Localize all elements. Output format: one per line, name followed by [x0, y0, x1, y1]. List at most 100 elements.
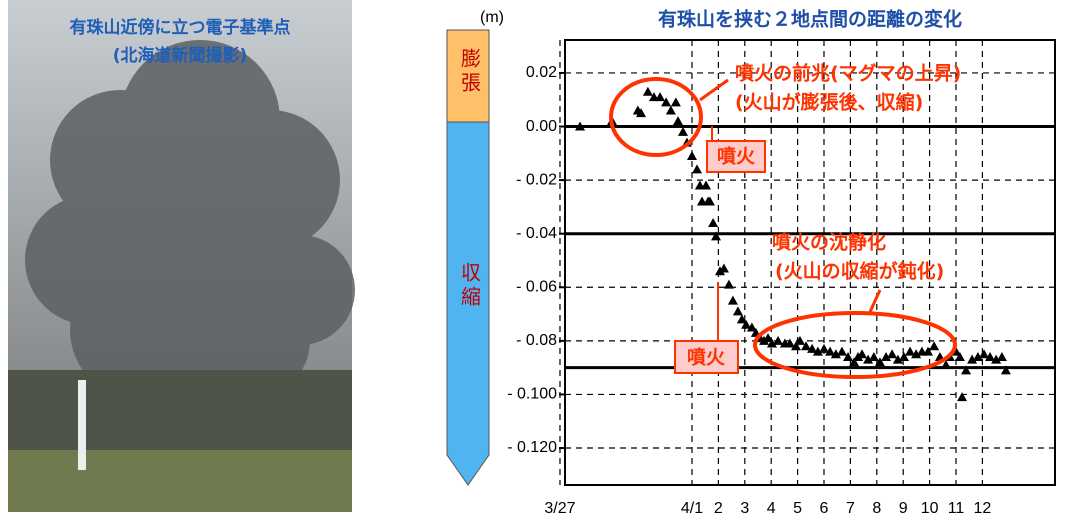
data-point [996, 351, 1007, 361]
data-point [940, 359, 951, 369]
data-point [727, 295, 738, 305]
x-tick-label: 11 [948, 500, 965, 515]
smoke [25, 40, 355, 400]
data-point [991, 354, 1002, 364]
data-point [957, 392, 968, 402]
data-point [868, 351, 879, 361]
arrow [868, 289, 882, 313]
x-tick-label: 3/27 [544, 500, 575, 515]
data-point [881, 351, 892, 361]
photo: 有珠山近傍に立つ電子基準点 (北海道新聞撮影) [8, 0, 355, 512]
annotation: 噴火 [717, 146, 756, 168]
side-bar: 膨張 収縮 [446, 29, 490, 486]
ground [8, 450, 352, 512]
data-point [892, 354, 903, 364]
data-point [849, 357, 860, 367]
expansion-bar [446, 29, 490, 123]
data-point [708, 217, 719, 227]
plot-area [564, 39, 1056, 486]
data-point [830, 349, 841, 359]
x-tick-label: 3 [740, 500, 749, 515]
x-tick-label: 5 [793, 500, 802, 515]
data-point [1000, 365, 1011, 375]
data-point [661, 97, 672, 107]
data-point [704, 196, 715, 206]
x-tick-label: 9 [899, 500, 908, 515]
data-point [794, 335, 805, 345]
y-unit: (m) [480, 9, 504, 26]
y-tick-label: 0.00 [526, 118, 557, 135]
data-point [575, 121, 586, 131]
annotation: 噴火の前兆(マグマの上昇) [735, 62, 961, 85]
data-point [812, 346, 823, 356]
houses [8, 370, 352, 450]
data-point [836, 346, 847, 356]
data-point [801, 341, 812, 351]
data-point [670, 97, 681, 107]
data-point [678, 126, 689, 136]
data-point [700, 180, 711, 190]
data-point [954, 351, 965, 361]
x-tick-label: 12 [973, 500, 991, 515]
data-point [985, 351, 996, 361]
data-point [672, 116, 683, 126]
x-tick-label: 6 [820, 500, 829, 515]
data-point [655, 92, 666, 102]
data-point [825, 346, 836, 356]
data-point [967, 354, 978, 364]
y-tick-label: 0.02 [526, 64, 557, 81]
data-point [723, 279, 734, 289]
data-point [732, 306, 743, 316]
data-point [874, 357, 885, 367]
data-point [818, 343, 829, 353]
data-point [736, 314, 747, 324]
eruption-box [706, 140, 766, 173]
y-tick-label: - 0.06 [516, 279, 557, 296]
annotations: 噴火の前兆(マグマの上昇) (火山が膨張後、収縮) 噴火 噴火の沈静化 (火山の… [609, 62, 961, 379]
data-point [784, 338, 795, 348]
annotation: 噴火の沈静化 [772, 231, 886, 254]
calm-ellipse [753, 311, 957, 379]
x-tick-label: 10 [921, 500, 939, 515]
data-point [686, 151, 697, 161]
arrow [699, 78, 729, 102]
data-point [665, 105, 676, 115]
x-tick-label: 8 [872, 500, 881, 515]
x-tick-label: 2 [714, 500, 723, 515]
data-point [636, 108, 647, 118]
data-point [807, 343, 818, 353]
y-tick-label: - 0.08 [516, 332, 557, 349]
gps-pole [78, 380, 86, 470]
x-tick-label: 4 [767, 500, 776, 515]
data-point [642, 86, 653, 96]
data-point [692, 164, 703, 174]
data-point [746, 322, 757, 332]
data-point [911, 349, 922, 359]
data-point [857, 349, 868, 359]
data-point [887, 349, 898, 359]
y-tick-label: - 0.04 [516, 225, 557, 242]
data-point [718, 263, 729, 273]
data-point [791, 341, 802, 351]
plot: 0.02 0.00 - 0.02 - 0.04 - 0.06 - 0.08 - 0.100 -… [507, 39, 1056, 515]
data-point [923, 346, 934, 356]
data-point [741, 319, 752, 329]
data-point [972, 351, 983, 361]
data-point [961, 365, 972, 375]
data-point [978, 349, 989, 359]
data-point [773, 335, 784, 345]
annotation: (火山が膨張後、収縮) [735, 91, 923, 114]
x-tick-label: 7 [846, 500, 855, 515]
precursor-ellipse [609, 77, 703, 157]
data-point [763, 333, 774, 343]
x-tick-label: 4/1 [681, 500, 703, 515]
y-tick-label: - 0.120 [507, 439, 557, 456]
data-point [843, 351, 854, 361]
expansion-label: 膨張 [458, 48, 482, 96]
eruption-box [674, 340, 739, 374]
data-point [898, 351, 909, 361]
annotation: (火山の収縮が鈍化) [775, 260, 944, 283]
contraction-label: 収縮 [458, 262, 482, 310]
photo-caption: 有珠山近傍に立つ電子基準点 [70, 17, 291, 38]
